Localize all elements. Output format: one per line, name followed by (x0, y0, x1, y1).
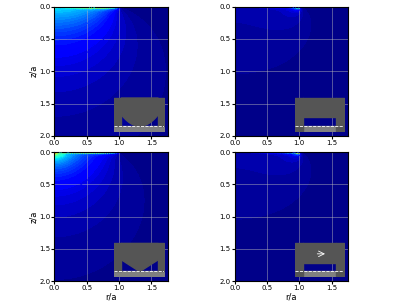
Text: 0.1: 0.1 (98, 158, 107, 166)
Text: 0.1: 0.1 (288, 7, 297, 13)
Text: 0.3: 0.3 (64, 152, 73, 160)
Text: 0.2: 0.2 (293, 6, 300, 11)
X-axis label: r/a: r/a (286, 293, 297, 302)
Text: 0.2: 0.2 (293, 151, 300, 157)
Y-axis label: z/a: z/a (29, 65, 38, 77)
Text: 0.1: 0.1 (288, 152, 297, 159)
X-axis label: r/a: r/a (105, 293, 117, 302)
Text: 0.3: 0.3 (73, 9, 81, 15)
Y-axis label: z/a: z/a (29, 211, 38, 223)
Text: 0.2: 0.2 (78, 154, 87, 162)
Text: 0.1: 0.1 (90, 44, 99, 52)
Text: 0.4: 0.4 (89, 6, 97, 11)
Text: 0.4: 0.4 (56, 151, 66, 159)
Text: 0.2: 0.2 (95, 11, 104, 19)
